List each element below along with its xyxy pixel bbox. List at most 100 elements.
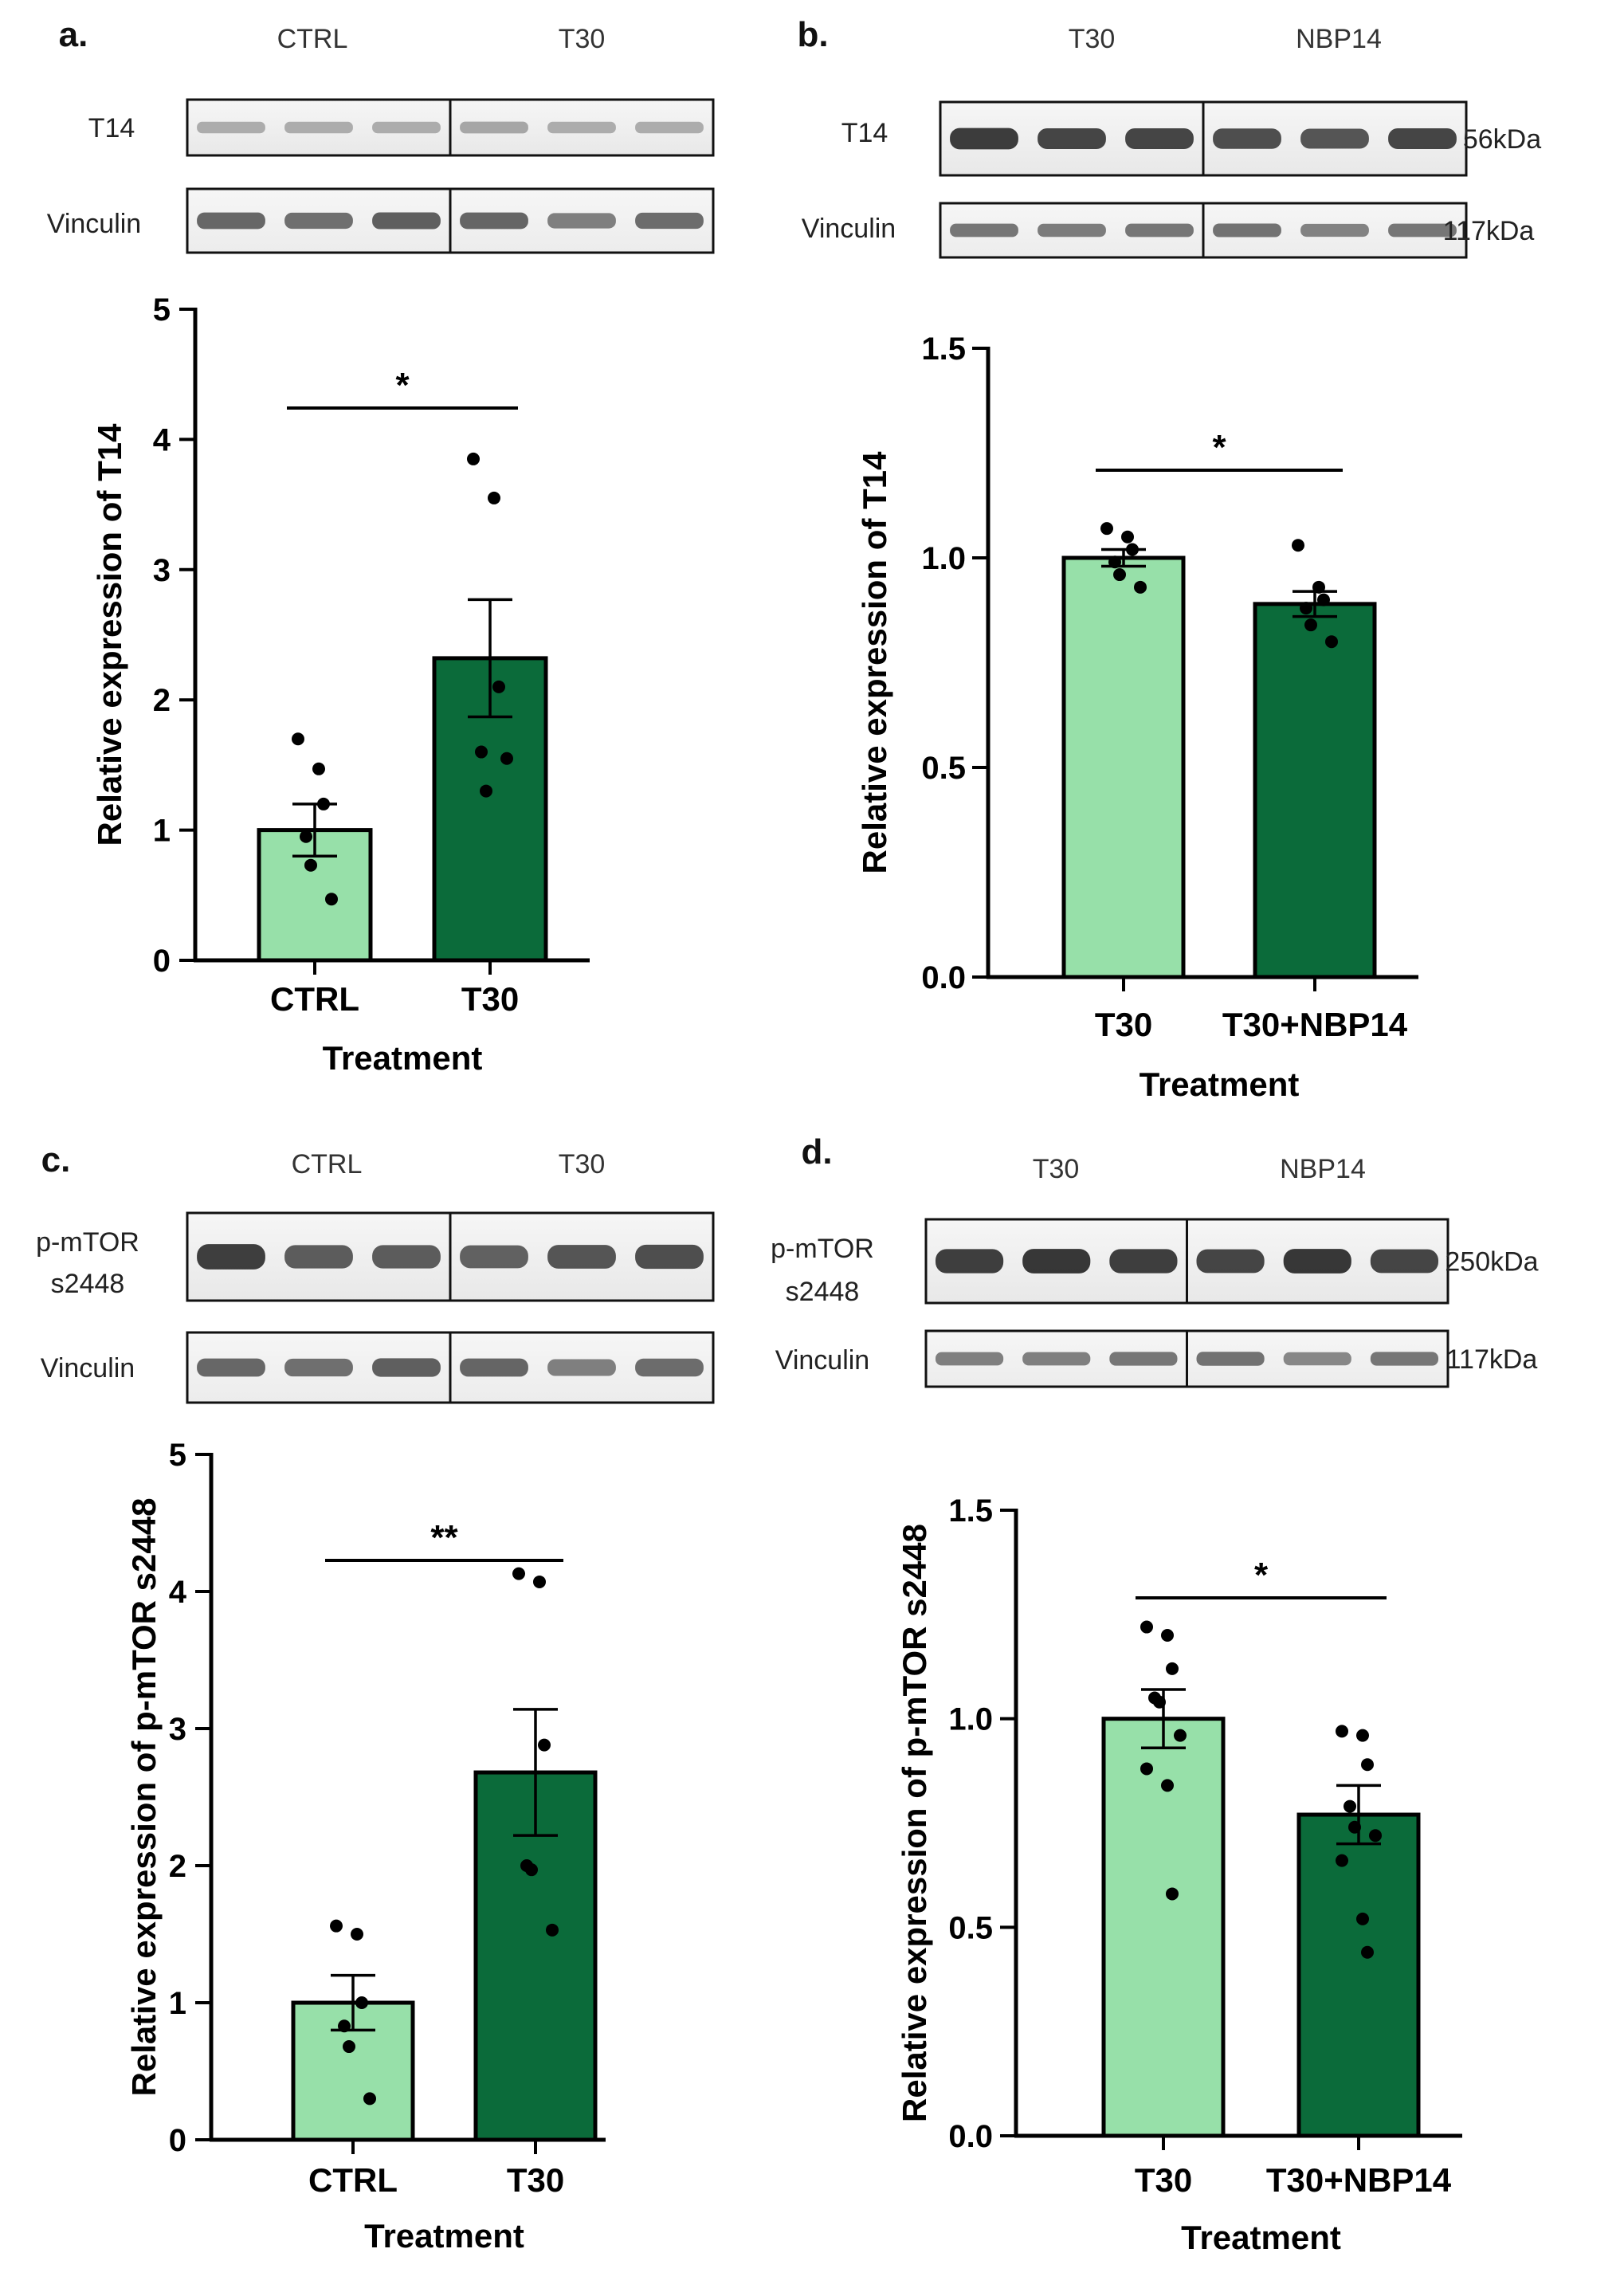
blot-band (1370, 1249, 1438, 1274)
bar-chart-c: 0 1 2 3 4 5 CTRL T30 Treatment Relative expressio… (125, 1438, 606, 2255)
data-point (1348, 1820, 1361, 1834)
y-axis-title: Relative expression of T14 (856, 451, 893, 874)
blot-band (197, 1244, 265, 1270)
x-axis-title: Treatment (323, 1039, 483, 1077)
y-tick-label: 0.0 (921, 960, 966, 995)
x-tick-label: T30 (507, 2161, 564, 2199)
blot-group-label: CTRL (292, 1149, 363, 1179)
blot-row-label: Vinculin (775, 1345, 869, 1376)
significance-marker: * (1254, 1556, 1269, 1595)
y-tick-label: 1.0 (921, 541, 966, 576)
blot-band (1196, 1249, 1265, 1274)
y-axis-title: Relative expression of T14 (91, 423, 128, 846)
blot-band (197, 1358, 265, 1377)
blot-band (460, 212, 528, 230)
panel-letter: b. (797, 15, 828, 54)
blot-band (1125, 128, 1194, 150)
data-point (343, 2040, 355, 2054)
data-point (1325, 635, 1338, 649)
data-point (1166, 1662, 1179, 1675)
blot-band (284, 1245, 353, 1269)
x-tick-label: T30+NBP14 (1222, 1006, 1408, 1043)
y-tick-label: 5 (169, 1438, 186, 1473)
blot-kda-label: 56kDa (1463, 124, 1541, 155)
blot-band (547, 121, 616, 134)
y-tick-label: 1.5 (921, 332, 966, 367)
y-axis-title: Relative expression of p-mTOR s2448 (896, 1524, 933, 2122)
data-point (1369, 1829, 1382, 1843)
y-tick-label: 1.5 (948, 1493, 993, 1529)
blot-group-label: T30 (559, 24, 606, 54)
y-tick-label: 4 (153, 422, 171, 457)
blot-row: p-mTOR s2448 (36, 1211, 715, 1302)
blot-band (1300, 223, 1369, 237)
data-point (500, 752, 513, 765)
blot-row: T14 56kDa (841, 100, 1541, 177)
blot-row: p-mTOR s2448 250kDa (771, 1218, 1539, 1307)
blot-group-label: T30 (559, 1149, 606, 1179)
blot-band (950, 128, 1018, 150)
data-point (363, 2092, 376, 2106)
panel-b: b. T30 NBP14 T14 56kDa Vinculin 117kDa 0.0 0.5 1.… (797, 15, 1541, 1103)
blot-band (1388, 223, 1457, 237)
data-point (1161, 1779, 1174, 1792)
data-point (338, 2019, 351, 2033)
data-point (351, 1928, 363, 1941)
y-tick-label: 3 (169, 1712, 186, 1747)
panel-letter: a. (59, 15, 88, 54)
blot-band (635, 212, 704, 230)
significance-marker: * (1212, 428, 1226, 467)
blot-band (547, 1245, 616, 1269)
blot-band (1196, 1352, 1265, 1366)
blot-band (1300, 128, 1369, 149)
blot-band (635, 1358, 704, 1377)
data-point (292, 732, 304, 746)
x-axis-title: Treatment (1140, 1066, 1300, 1103)
blot-band (460, 1358, 528, 1377)
data-point (475, 745, 488, 759)
data-point (1113, 568, 1126, 582)
blot-row-label: Vinculin (47, 209, 141, 239)
x-tick-label: CTRL (270, 980, 359, 1018)
significance-marker: * (395, 366, 410, 405)
data-point (480, 784, 492, 798)
blot-band (1125, 223, 1194, 237)
blot-band (372, 212, 441, 230)
data-point (1317, 593, 1330, 606)
data-point (1100, 522, 1113, 536)
y-tick-label: 3 (153, 553, 171, 588)
y-tick-label: 5 (153, 292, 171, 328)
blot-band (197, 212, 265, 230)
data-point (300, 830, 312, 843)
blot-band (460, 121, 528, 134)
y-tick-label: 0.5 (921, 751, 966, 786)
x-axis-title: Treatment (1181, 2219, 1341, 2256)
x-tick-label: T30+NBP14 (1266, 2161, 1452, 2199)
blot-group-label: CTRL (277, 24, 348, 54)
data-point (1174, 1729, 1187, 1742)
y-tick-label: 1 (169, 1986, 186, 2021)
significance-marker: ** (430, 1518, 458, 1557)
y-tick-label: 1 (153, 814, 171, 849)
blot-band (284, 121, 353, 134)
blot-band (1022, 1249, 1091, 1274)
x-axis-title: Treatment (364, 2217, 524, 2255)
y-tick-label: 2 (169, 1849, 186, 1884)
blot-group-label: T30 (1033, 1154, 1080, 1184)
blot-band (1038, 128, 1106, 150)
blot-row-label: s2448 (786, 1277, 860, 1307)
bar-t30-nbp14 (1296, 1812, 1421, 2138)
blot-band (547, 213, 616, 229)
blot-row: Vinculin (41, 1331, 715, 1404)
panel-letter: c. (41, 1140, 71, 1179)
blot-band (1283, 1249, 1351, 1274)
blot-band (1370, 1352, 1438, 1366)
blot-row-label: T14 (88, 113, 135, 143)
data-point (1153, 1695, 1166, 1709)
bar-chart-b: 0.0 0.5 1.0 1.5 T30 T30+NBP14 Treatment Relativ… (856, 332, 1418, 1103)
blot-band (197, 121, 265, 134)
blot-kda-label: 117kDa (1443, 216, 1535, 246)
bar-t30-nbp14 (1253, 602, 1377, 979)
x-tick-label: T30 (1095, 1006, 1152, 1043)
data-point (1312, 580, 1325, 594)
